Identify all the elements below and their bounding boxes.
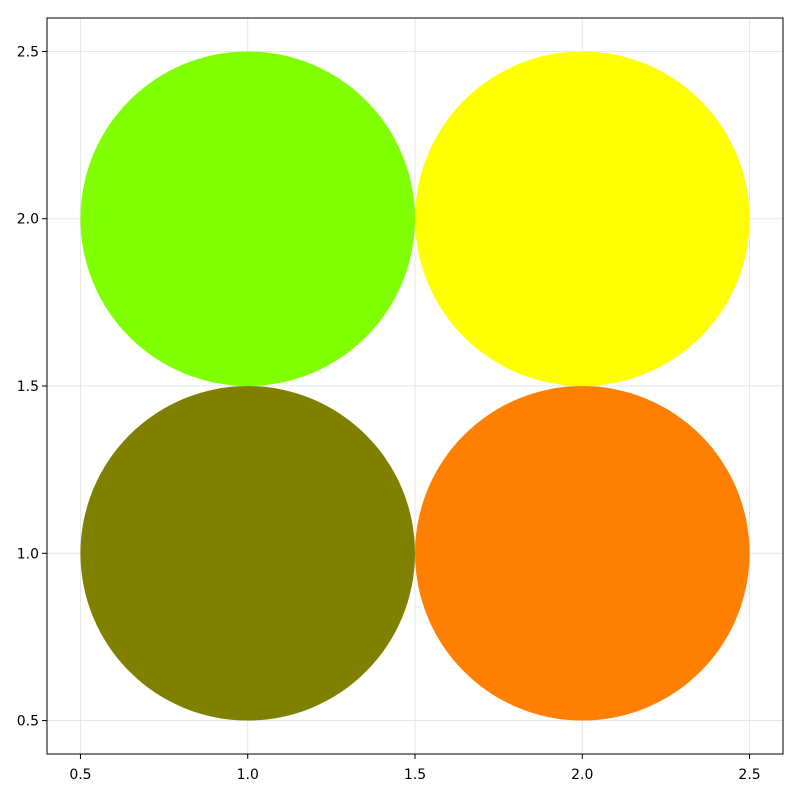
circle-marker <box>80 51 415 386</box>
circle-marker <box>80 386 415 721</box>
y-tick-label: 0.5 <box>17 714 39 730</box>
y-tick-label: 1.0 <box>17 546 39 562</box>
x-axis-ticks: 0.5 1.0 1.5 2.0 2.5 <box>69 754 761 783</box>
y-tick-label: 1.5 <box>17 379 39 395</box>
y-tick-label: 2.5 <box>17 44 39 60</box>
circle-marker <box>415 386 750 721</box>
y-axis-ticks: 0.5 1.0 1.5 2.0 2.5 <box>17 44 47 730</box>
y-tick-label: 2.0 <box>17 212 39 228</box>
x-tick-label: 1.5 <box>404 767 426 783</box>
x-tick-label: 1.0 <box>237 767 259 783</box>
x-tick-label: 2.0 <box>571 767 593 783</box>
data-points <box>80 51 750 721</box>
x-tick-label: 0.5 <box>69 767 91 783</box>
circle-marker <box>415 51 750 386</box>
x-tick-label: 2.5 <box>738 767 760 783</box>
